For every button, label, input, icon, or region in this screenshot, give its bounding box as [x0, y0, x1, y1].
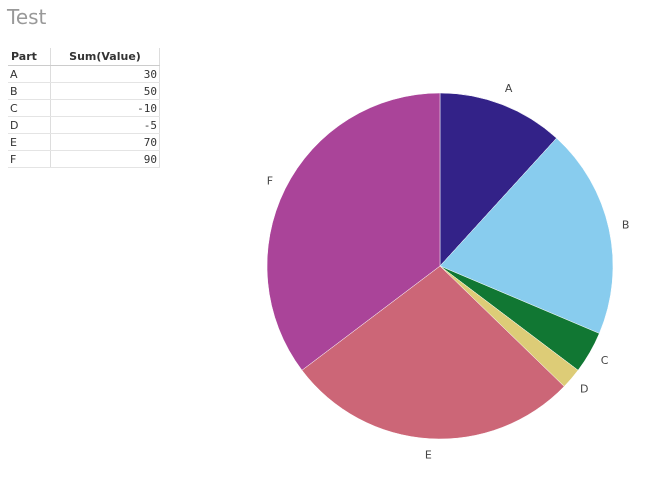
table-row: A 30 [8, 65, 160, 83]
pie-slice [439, 137, 614, 334]
slice-label: D [580, 383, 588, 396]
sheet-title: Test [7, 5, 47, 29]
value-cell: -5 [50, 116, 160, 134]
column-header: Sum(Value) [50, 48, 160, 66]
part-cell: B [8, 82, 51, 100]
table-row: E 70 [8, 133, 160, 151]
column-header: Part [8, 48, 51, 66]
slice-label: F [267, 174, 273, 187]
header-row: Part Sum(Value) [8, 48, 160, 66]
table-row: F 90 [8, 150, 160, 168]
part-cell: F [8, 150, 51, 168]
value-cell: 90 [50, 150, 160, 168]
value-cell: -10 [50, 99, 160, 117]
slice-label: C [601, 354, 609, 367]
part-cell: A [8, 65, 51, 83]
data-table: Part Sum(Value) A 30 B 50 C -10 D -5 E 70 F 90 [8, 48, 160, 168]
pie-slice [439, 92, 557, 267]
table-row: D -5 [8, 116, 160, 134]
pie-slice [266, 92, 441, 371]
table-row: C -10 [8, 99, 160, 117]
slice-label: E [425, 449, 432, 462]
value-cell: 50 [50, 82, 160, 100]
part-cell: C [8, 99, 51, 117]
part-cell: D [8, 116, 51, 134]
slice-label: B [622, 218, 630, 231]
value-cell: 30 [50, 65, 160, 83]
slice-label: A [505, 82, 513, 95]
pie-slice [301, 265, 565, 440]
part-cell: E [8, 133, 51, 151]
value-cell: 70 [50, 133, 160, 151]
table-row: B 50 [8, 82, 160, 100]
